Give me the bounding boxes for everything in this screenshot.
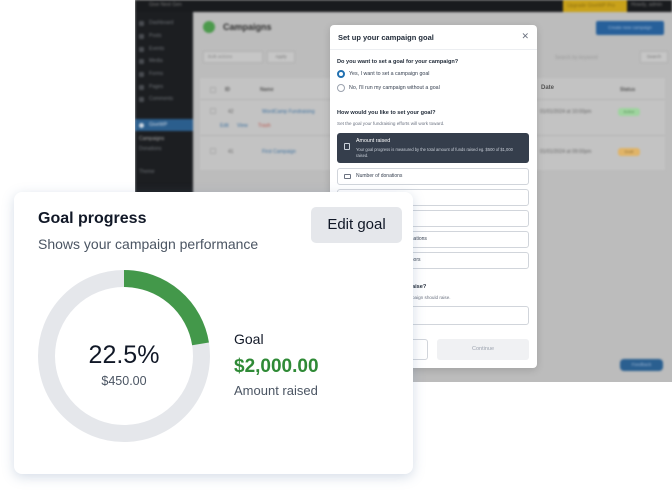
goal-question: Do you want to set a goal for your campa…: [337, 59, 459, 65]
sidebar-item-dashboard[interactable]: Dashboard: [135, 17, 193, 29]
column-header-date[interactable]: Date: [541, 85, 555, 91]
money-icon: [344, 143, 350, 150]
option-amount-raised[interactable]: Amount raised Your goal progress is meas…: [337, 133, 529, 163]
givewp-icon: [139, 123, 144, 128]
page-title: Campaigns: [223, 22, 272, 32]
create-campaign-button[interactable]: Create new campaign: [596, 21, 664, 35]
goal-progress-donut: [38, 270, 210, 442]
sidebar-item-forms[interactable]: Forms: [135, 68, 193, 80]
row-name-link[interactable]: WordCamp Fundraising: [262, 109, 315, 115]
howdy-user[interactable]: Howdy, admin: [631, 2, 663, 8]
close-icon[interactable]: ✕: [521, 31, 529, 41]
radio-unchecked-icon: [337, 84, 345, 92]
forms-icon: [139, 72, 144, 77]
column-header-id[interactable]: ID: [225, 87, 230, 93]
row-checkbox[interactable]: [210, 148, 216, 154]
column-header-name[interactable]: Name: [260, 87, 274, 93]
goal-progress-card: Goal progress Shows your campaign perfor…: [14, 192, 413, 474]
sidebar-item-givewp[interactable]: GiveWP: [135, 119, 193, 131]
sidebar-item-comments[interactable]: Comments: [135, 93, 193, 105]
pages-icon: [139, 85, 144, 90]
site-name[interactable]: Give Next Gen: [149, 2, 182, 8]
continue-button[interactable]: Continue: [437, 339, 529, 360]
row-date: 01/01/2024 at 09:00pm: [540, 149, 592, 155]
option-description: Your goal progress is measured by the to…: [356, 147, 513, 158]
search-input[interactable]: Search by keyword: [555, 55, 598, 61]
modal-title: Set up your campaign goal: [338, 33, 434, 42]
goal-label: Goal: [234, 331, 264, 347]
edit-goal-button[interactable]: Edit goal: [311, 207, 402, 243]
goal-type-question: How would you like to set your goal?: [337, 110, 436, 116]
modal-header: Set up your campaign goal ✕: [330, 25, 537, 50]
row-edit-link[interactable]: Edit: [220, 123, 229, 129]
row-id: 41: [228, 149, 234, 155]
goal-type-help: Set the goal your fundraising efforts wi…: [337, 121, 445, 126]
progress-percent: 22.5%: [88, 341, 160, 369]
dashboard-icon: [139, 21, 144, 26]
status-badge: Draft: [618, 148, 640, 156]
search-button[interactable]: Search: [640, 51, 668, 63]
goal-caption: Amount raised: [234, 383, 318, 398]
givewp-logo: [203, 21, 215, 33]
row-trash-link[interactable]: Trash: [258, 123, 271, 129]
sidebar-item-donations[interactable]: Donations: [139, 146, 162, 152]
sidebar-item-pages[interactable]: Pages: [135, 81, 193, 93]
option-label: Amount raised: [356, 138, 391, 144]
select-all-checkbox[interactable]: [210, 87, 216, 93]
apply-button[interactable]: Apply: [267, 51, 295, 63]
sidebar-item-media[interactable]: Media: [135, 55, 193, 67]
sidebar-item-posts[interactable]: Posts: [135, 30, 193, 42]
media-icon: [139, 59, 144, 64]
radio-yes-goal[interactable]: Yes, I want to set a campaign goal: [337, 70, 430, 78]
row-date: 01/01/2024 at 10:00pm: [540, 109, 592, 115]
row-id: 42: [228, 109, 234, 115]
goal-amount-question: aise?: [412, 284, 427, 290]
card-subtitle: Shows your campaign performance: [38, 236, 259, 252]
column-header-status[interactable]: Status: [620, 87, 636, 93]
posts-icon: [139, 34, 144, 39]
raised-amount: $450.00: [101, 374, 147, 388]
row-view-link[interactable]: View: [237, 123, 248, 129]
row-checkbox[interactable]: [210, 108, 216, 114]
bulk-actions-select[interactable]: Bulk actions: [203, 51, 263, 63]
admin-bar: Give Next Gen Upgrade GiveWP Pro Howdy, …: [135, 0, 672, 12]
option-number-of-donations[interactable]: Number of donations: [337, 168, 529, 185]
radio-checked-icon: [337, 70, 345, 78]
row-name-link[interactable]: First Campaign: [262, 149, 296, 155]
comments-icon: [139, 97, 144, 102]
card-title: Goal progress: [38, 210, 147, 227]
goal-amount-help: paign should raise.: [412, 295, 451, 300]
status-badge: Active: [618, 108, 640, 116]
upgrade-link[interactable]: Upgrade GiveWP Pro: [563, 0, 627, 12]
radio-no-goal[interactable]: No, I'll run my campaign without a goal: [337, 84, 440, 92]
sidebar-item-campaigns[interactable]: Campaigns: [139, 136, 165, 142]
sidebar-item-theme[interactable]: Theme: [139, 169, 155, 175]
donations-icon: [344, 174, 351, 179]
sidebar-item-events[interactable]: Events: [135, 43, 193, 55]
feedback-button[interactable]: Feedback: [620, 359, 663, 371]
progress-arc: [123, 270, 209, 346]
goal-amount: $2,000.00: [234, 356, 319, 377]
events-icon: [139, 47, 144, 52]
